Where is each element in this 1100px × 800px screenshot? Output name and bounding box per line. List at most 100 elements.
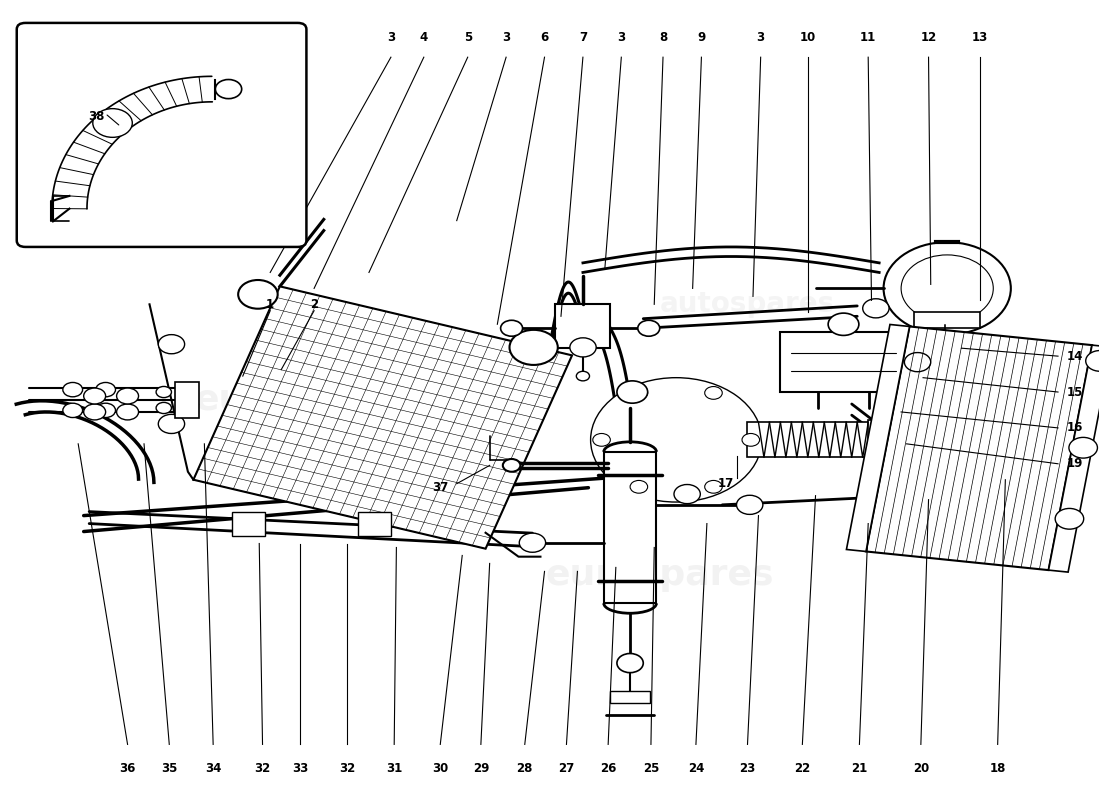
Text: 35: 35 — [161, 762, 177, 775]
Circle shape — [84, 388, 106, 404]
Circle shape — [617, 654, 643, 673]
Polygon shape — [1048, 345, 1100, 572]
Text: 19: 19 — [1066, 458, 1082, 470]
Text: 14: 14 — [1066, 350, 1082, 362]
Text: 13: 13 — [972, 30, 988, 44]
Circle shape — [737, 495, 763, 514]
Text: 16: 16 — [1066, 422, 1082, 434]
Circle shape — [674, 485, 701, 504]
Text: eurospares: eurospares — [546, 558, 774, 592]
Bar — [914, 312, 980, 328]
Bar — [780, 332, 906, 392]
Bar — [868, 420, 888, 460]
FancyBboxPatch shape — [16, 23, 307, 247]
Text: 31: 31 — [386, 762, 403, 775]
Circle shape — [92, 109, 132, 138]
Circle shape — [503, 459, 520, 472]
Text: 11: 11 — [860, 30, 877, 44]
Bar — [748, 422, 879, 458]
Circle shape — [96, 382, 115, 397]
Circle shape — [591, 378, 762, 502]
Text: 10: 10 — [800, 30, 816, 44]
Text: 5: 5 — [463, 30, 472, 44]
Text: 22: 22 — [794, 762, 811, 775]
Bar — [175, 382, 199, 418]
Circle shape — [117, 404, 139, 420]
Text: 1: 1 — [266, 298, 274, 311]
Circle shape — [63, 403, 82, 418]
Circle shape — [630, 386, 648, 399]
Polygon shape — [194, 286, 572, 549]
Circle shape — [84, 404, 106, 420]
Bar — [556, 304, 610, 348]
Circle shape — [158, 414, 185, 434]
Text: autospares: autospares — [660, 290, 835, 318]
Text: 4: 4 — [420, 30, 428, 44]
Circle shape — [117, 388, 139, 404]
Circle shape — [904, 353, 931, 372]
Text: 34: 34 — [205, 762, 221, 775]
Circle shape — [570, 338, 596, 357]
Text: 20: 20 — [913, 762, 930, 775]
Polygon shape — [866, 326, 1092, 570]
Text: 21: 21 — [851, 762, 868, 775]
Circle shape — [500, 320, 522, 336]
Circle shape — [883, 242, 1011, 334]
Text: 36: 36 — [120, 762, 135, 775]
Circle shape — [705, 386, 723, 399]
Text: 12: 12 — [921, 30, 937, 44]
Circle shape — [156, 402, 172, 414]
Text: 15: 15 — [1066, 386, 1082, 398]
Circle shape — [617, 381, 648, 403]
Text: 27: 27 — [559, 762, 574, 775]
Text: 26: 26 — [600, 762, 616, 775]
Text: 32: 32 — [254, 762, 271, 775]
Text: 25: 25 — [642, 762, 659, 775]
Circle shape — [216, 79, 242, 98]
Circle shape — [156, 386, 172, 398]
Bar — [604, 452, 657, 603]
Circle shape — [239, 280, 277, 309]
Circle shape — [158, 334, 185, 354]
Circle shape — [705, 481, 723, 493]
Circle shape — [862, 298, 889, 318]
Text: 23: 23 — [739, 762, 756, 775]
Text: 18: 18 — [990, 762, 1005, 775]
Text: 9: 9 — [697, 30, 705, 44]
Text: 3: 3 — [757, 30, 764, 44]
Circle shape — [96, 403, 115, 418]
Circle shape — [1069, 438, 1098, 458]
Circle shape — [630, 481, 648, 493]
Text: 2: 2 — [310, 298, 318, 311]
Text: 30: 30 — [432, 762, 449, 775]
Bar — [358, 512, 390, 535]
Circle shape — [1086, 350, 1100, 371]
Text: 8: 8 — [659, 30, 667, 44]
Circle shape — [605, 388, 748, 492]
Text: 28: 28 — [517, 762, 534, 775]
Text: 37: 37 — [432, 481, 449, 494]
Text: 3: 3 — [387, 30, 395, 44]
Text: 29: 29 — [473, 762, 490, 775]
Circle shape — [901, 255, 993, 322]
Text: 17: 17 — [717, 478, 734, 490]
Circle shape — [1055, 509, 1084, 529]
Text: 7: 7 — [579, 30, 587, 44]
Circle shape — [63, 382, 82, 397]
Circle shape — [638, 320, 660, 336]
Circle shape — [742, 434, 760, 446]
Circle shape — [593, 434, 611, 446]
Text: 24: 24 — [688, 762, 704, 775]
Bar — [610, 691, 650, 703]
Text: 3: 3 — [502, 30, 510, 44]
Text: eurospares: eurospares — [195, 383, 422, 417]
Circle shape — [509, 330, 558, 365]
Text: 33: 33 — [292, 762, 308, 775]
Text: 32: 32 — [339, 762, 355, 775]
Text: 6: 6 — [540, 30, 549, 44]
Circle shape — [576, 371, 590, 381]
Polygon shape — [846, 325, 910, 551]
Text: 3: 3 — [617, 30, 626, 44]
Text: 38: 38 — [89, 110, 104, 123]
Bar — [232, 512, 265, 535]
